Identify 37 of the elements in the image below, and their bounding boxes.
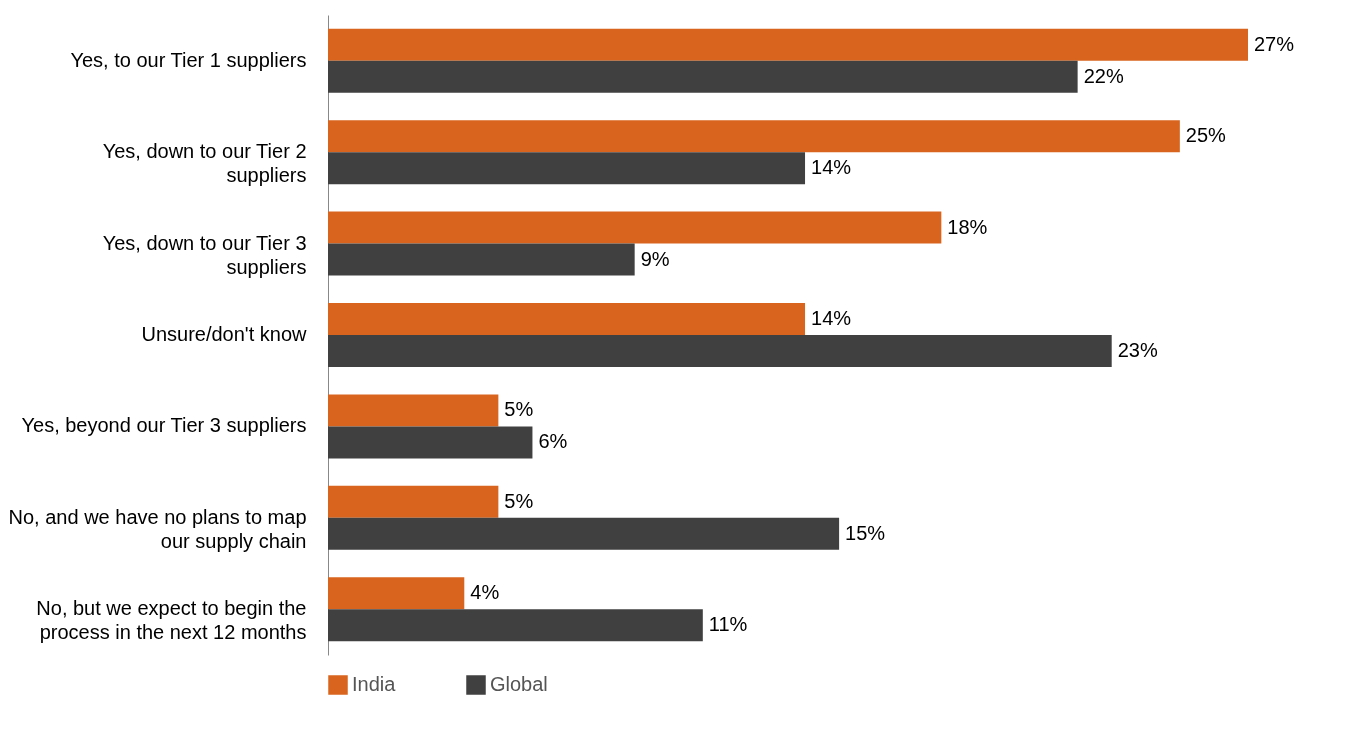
legend-label: India xyxy=(352,673,397,695)
y-tick-label: Yes, down to our Tier 2 suppliers xyxy=(102,140,307,187)
bar xyxy=(328,485,499,518)
data-label: 5% xyxy=(504,398,534,421)
bar xyxy=(328,577,465,610)
data-label: 25% xyxy=(1185,124,1227,147)
bar xyxy=(328,426,533,459)
data-label: 6% xyxy=(538,430,568,453)
y-tick-label: Yes, beyond our Tier 3 suppliers xyxy=(21,414,307,437)
data-label: 18% xyxy=(947,215,988,238)
legend-label: Global xyxy=(490,673,548,695)
y-tick-label: Yes, to our Tier 1 suppliers xyxy=(70,48,307,71)
y-tick-label: Yes, down to our Tier 3 suppliers xyxy=(102,231,307,278)
data-label: 4% xyxy=(470,581,500,604)
data-label: 14% xyxy=(811,307,852,329)
bar xyxy=(328,211,942,244)
bar xyxy=(328,394,499,427)
data-label: 27% xyxy=(1254,32,1295,55)
bar xyxy=(328,60,1078,93)
bar xyxy=(328,28,1248,61)
data-label: 11% xyxy=(708,613,748,636)
bar xyxy=(328,609,703,642)
y-tick-label: No, but we expect to begin the process in the next 12 months xyxy=(36,597,307,644)
bar xyxy=(328,517,840,550)
y-tick-label: No, and we have no plans to map our supply chain xyxy=(8,505,307,552)
bar xyxy=(328,152,806,185)
bar xyxy=(328,335,1112,367)
data-label: 5% xyxy=(504,489,534,512)
data-label: 9% xyxy=(640,247,670,270)
data-label: 22% xyxy=(1083,64,1124,87)
bar xyxy=(328,120,1180,153)
bar xyxy=(328,303,806,335)
data-label: 15% xyxy=(845,521,886,544)
y-tick-label: Unsure/don't know xyxy=(141,323,308,345)
bar xyxy=(328,243,635,276)
data-label: 23% xyxy=(1117,339,1158,361)
data-label: 14% xyxy=(811,156,852,179)
